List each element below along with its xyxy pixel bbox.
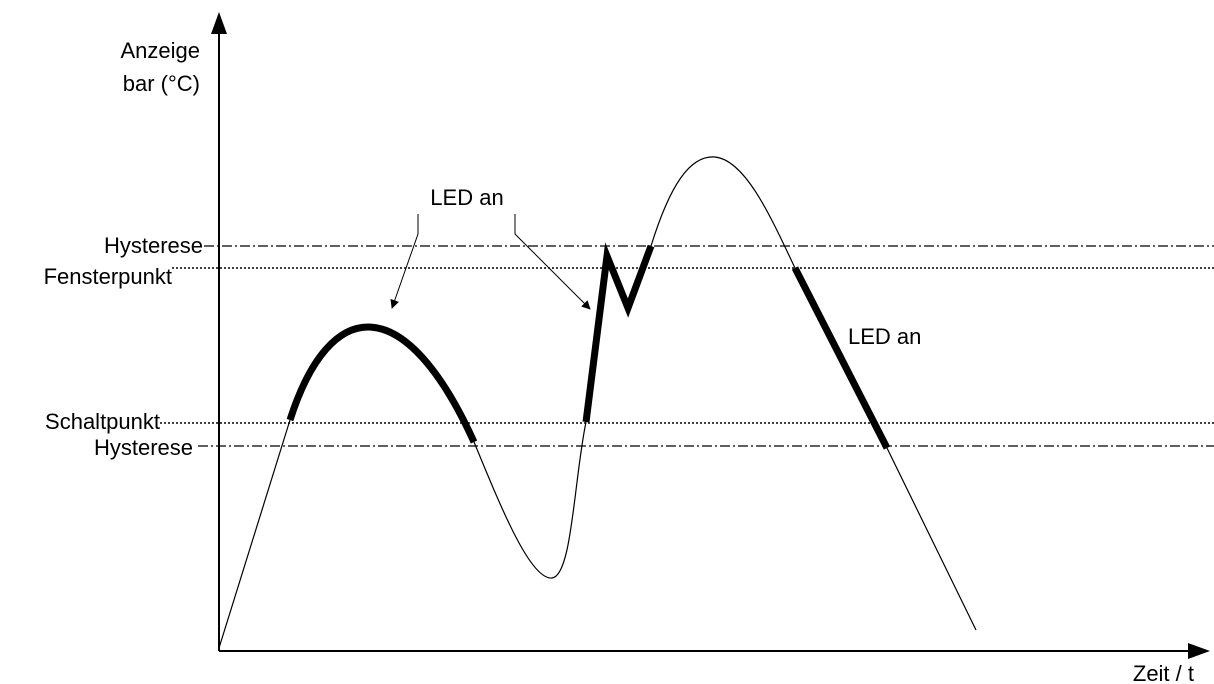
- led-on-annotation-1: LED an: [430, 185, 503, 210]
- x-axis-label: Zeit / t: [1133, 661, 1194, 684]
- y-axis-arrow-icon: [211, 12, 227, 34]
- annotation-arrow-2: [514, 214, 591, 310]
- led-on-annotation-2: LED an: [848, 324, 921, 349]
- hysteresis-upper-label: Hysterese: [104, 233, 203, 258]
- led-on-segment-3: [791, 266, 891, 450]
- hysteresis-lower-label: Hysterese: [94, 435, 193, 460]
- led-on-segment-2: [582, 242, 655, 423]
- switch-point-label: Schaltpunkt: [45, 409, 160, 434]
- x-axis-arrow-icon: [1188, 643, 1210, 659]
- led-on-segment-1: [286, 323, 478, 444]
- y-axis-label-line1: Anzeige: [120, 38, 200, 63]
- annotation-arrow-1: [390, 214, 419, 309]
- window-point-label: Fensterpunkt: [44, 264, 172, 289]
- y-axis-label-line2: bar (°C): [123, 71, 200, 96]
